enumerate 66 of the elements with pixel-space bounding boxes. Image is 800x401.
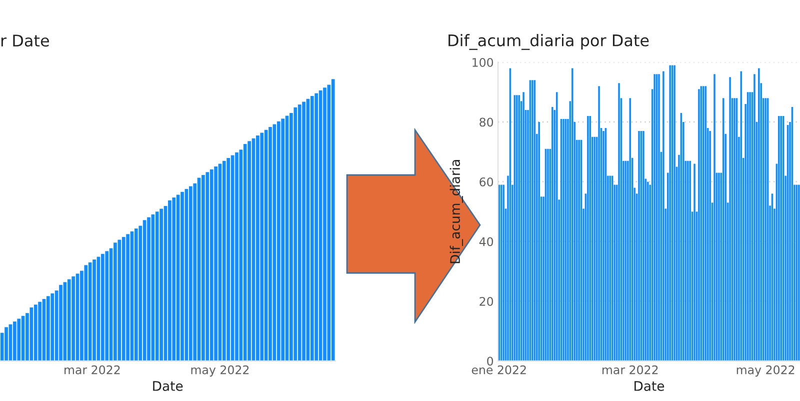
bar — [331, 79, 335, 361]
x-tick-label: mar 2022 — [602, 365, 658, 374]
bar — [105, 251, 109, 361]
x-tick-label: mar 2022 — [64, 365, 120, 374]
bar — [202, 174, 205, 361]
bar — [176, 194, 180, 361]
bar — [323, 88, 326, 361]
bar — [92, 260, 96, 361]
bar — [222, 160, 226, 361]
bar — [214, 166, 218, 361]
x-axis-title: Date — [634, 381, 664, 391]
y-tick-label: 20 — [480, 296, 494, 306]
bar — [147, 217, 150, 361]
bar — [46, 296, 50, 361]
y-tick-label: 80 — [480, 118, 494, 127]
y-axis-title: Dif_acum_diaria — [450, 160, 463, 264]
bar — [172, 198, 176, 361]
x-tick-label: may 2022 — [736, 365, 794, 377]
chart-title: Dif_acum_diaria por Date — [448, 34, 649, 50]
bar — [100, 254, 104, 361]
bar — [155, 212, 159, 361]
x-axis-title: Date — [153, 381, 183, 391]
bar — [256, 136, 260, 361]
bar — [114, 242, 117, 361]
x-tick-label: may 2022 — [191, 365, 249, 377]
bar — [168, 200, 172, 361]
bar — [72, 276, 75, 361]
y-tick-label: 60 — [480, 177, 494, 186]
bar — [260, 132, 264, 361]
bar — [235, 152, 238, 361]
y-tick-label: 40 — [479, 237, 494, 246]
bar — [17, 318, 21, 361]
bar — [30, 307, 34, 361]
bar — [59, 284, 62, 361]
bar — [226, 158, 230, 361]
bar — [276, 121, 280, 361]
bar — [4, 327, 8, 361]
x-tick-label: ene 2022 — [472, 365, 526, 374]
bar — [88, 262, 92, 361]
bar — [160, 208, 163, 361]
bar — [67, 279, 71, 361]
bar — [84, 265, 88, 361]
bar — [38, 302, 42, 361]
bar — [294, 107, 298, 361]
bar — [118, 240, 122, 361]
chart-title: r Date — [1, 34, 49, 47]
bar — [206, 172, 210, 361]
bar — [50, 293, 54, 361]
bar — [243, 144, 247, 361]
bar — [34, 304, 38, 361]
bar — [12, 322, 16, 361]
bar — [210, 169, 214, 361]
bar — [310, 96, 314, 361]
bar — [134, 228, 138, 361]
bar — [248, 141, 251, 361]
bar — [180, 192, 184, 361]
bar — [298, 104, 302, 361]
bar — [314, 93, 318, 361]
y-tick-label: 100 — [472, 58, 494, 67]
bar — [126, 234, 130, 361]
y-tick-label: 0 — [487, 356, 494, 366]
bar — [302, 102, 306, 361]
bar — [281, 118, 284, 361]
bar — [268, 127, 272, 361]
bar — [122, 236, 126, 361]
bar — [188, 186, 192, 361]
